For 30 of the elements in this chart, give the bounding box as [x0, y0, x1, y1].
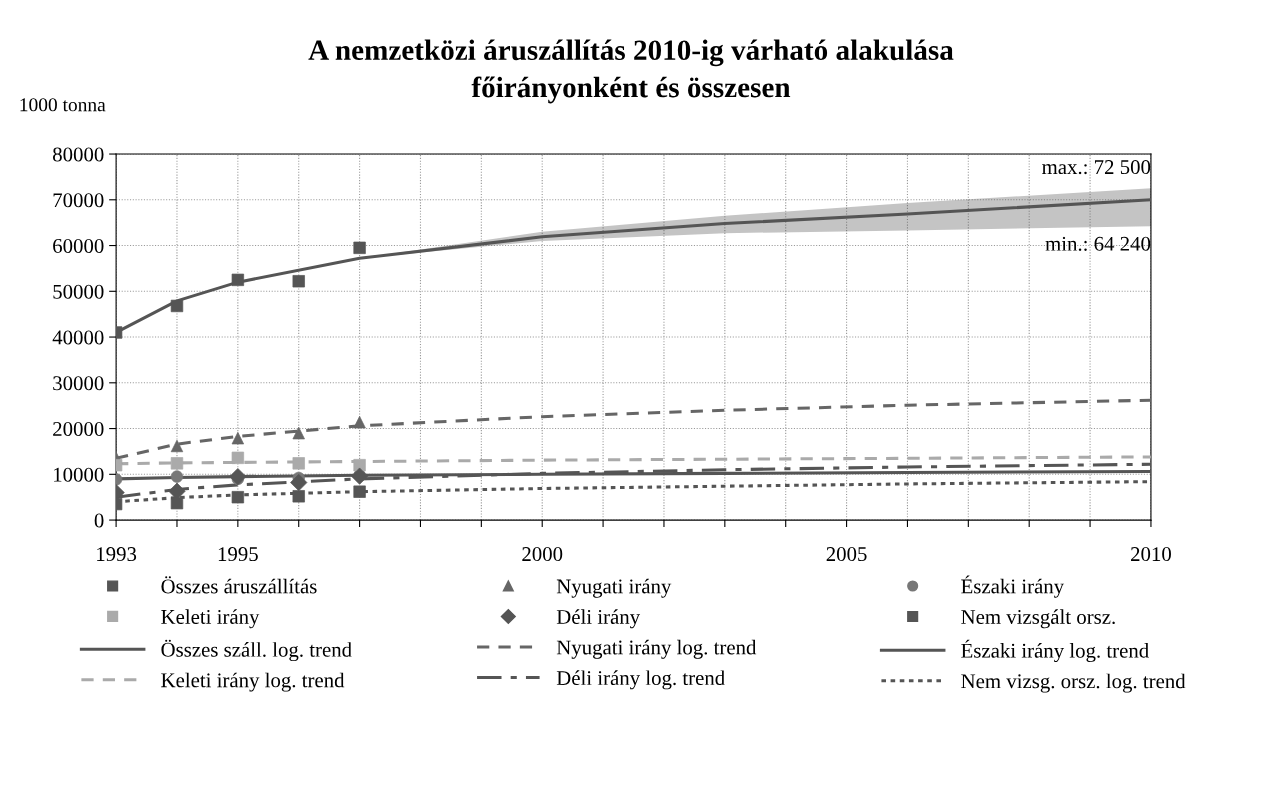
legend-label: Északi irány log. trend	[961, 639, 1149, 663]
y-tick-label: 0	[94, 513, 104, 528]
legend-label: Keleti irány	[161, 609, 260, 629]
legend-label: Összes áruszállítás	[161, 576, 317, 594]
legend-label: Nem vizsg. orsz. log. trend	[961, 673, 1186, 693]
y-tick-label: 20000	[53, 421, 104, 436]
chart-title: A nemzetközi áruszállítás 2010-ig várható alakulása főirányonként és összesen	[308, 39, 954, 104]
legend-label: Déli irány log. trend	[556, 670, 725, 690]
y-tick-label: 10000	[54, 467, 104, 482]
legend-label: Összes száll. log. trend	[161, 639, 352, 662]
y-tick-label: 30000	[53, 376, 104, 391]
y-tick-label: 40000	[52, 330, 104, 345]
x-tick-label: 2000	[522, 547, 563, 562]
x-tick-label: 2010	[1131, 547, 1171, 562]
legend-label: Nem vizsgált orsz.	[961, 609, 1115, 629]
x-tick-label: 1993	[97, 547, 137, 562]
legend-label: Északi irány	[961, 575, 1065, 598]
legend-label: Keleti irány log. trend	[161, 672, 345, 692]
y-tick-label: 70000	[53, 193, 104, 208]
y-axis-title: 1000 tonna	[20, 98, 106, 112]
y-tick-label: 60000	[53, 238, 104, 253]
annotation: max.: 72 500	[1042, 160, 1151, 175]
y-tick-label: 50000	[53, 284, 104, 299]
annotation: min.: 64 240	[1045, 236, 1151, 251]
x-tick-label: 1995	[218, 547, 258, 562]
legend-label: Nyugati irány	[556, 578, 672, 598]
legend-label: Nyugati irány log. trend	[556, 639, 757, 659]
legend-label: Déli irány	[556, 609, 641, 629]
y-tick-label: 80000	[53, 147, 104, 162]
x-tick-label: 2005	[826, 547, 867, 562]
